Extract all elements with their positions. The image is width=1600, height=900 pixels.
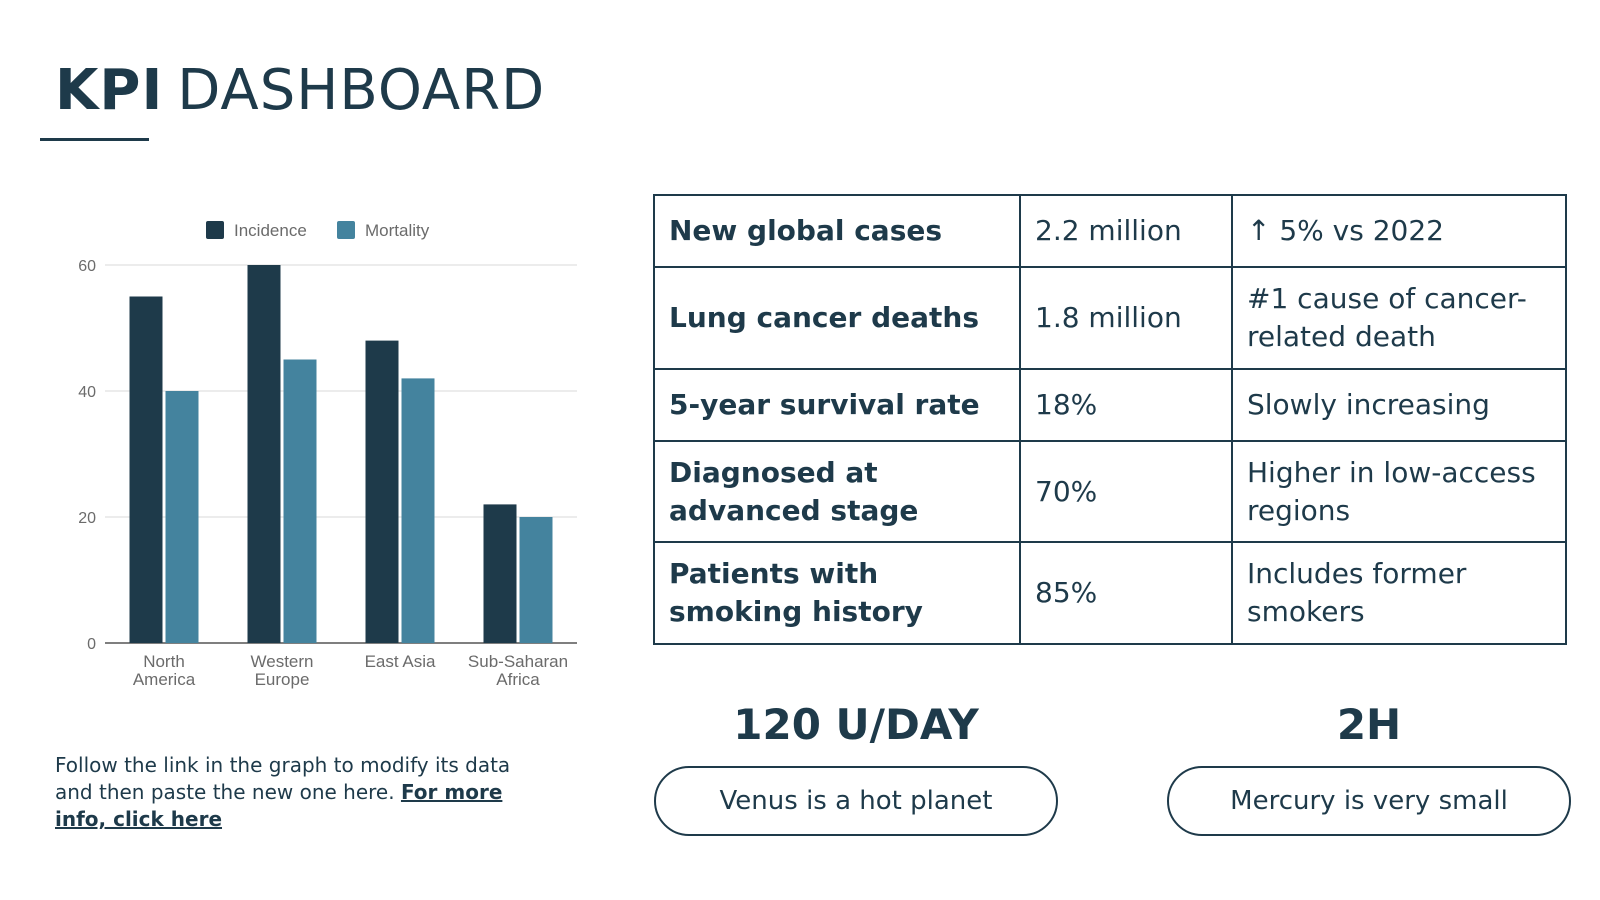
note-cell: #1 cause of cancer-related death: [1231, 266, 1567, 370]
value-cell: 18%: [1019, 368, 1233, 442]
table-row: Diagnosed at advanced stage 70% Higher i…: [653, 440, 1567, 543]
more-info-link[interactable]: For more info, click here: [55, 780, 503, 831]
bar-mortality: [283, 359, 317, 643]
x-tick-label: Sub-Saharan: [468, 652, 568, 671]
legend-label: Incidence: [234, 221, 307, 240]
table-row: 5-year survival rate 18% Slowly increasi…: [653, 368, 1567, 442]
legend-swatch: [337, 221, 355, 239]
note-text: Follow the link in the graph to modify i…: [55, 753, 511, 804]
stat-value-1: 120 U/DAY: [733, 700, 979, 749]
bar-mortality: [401, 378, 435, 643]
metric-cell: 5-year survival rate: [653, 368, 1021, 442]
bar-incidence: [365, 340, 399, 643]
bar-mortality: [165, 391, 199, 643]
x-tick-label: America: [133, 670, 196, 689]
metric-cell: Patients with smoking history: [653, 541, 1021, 645]
bar-incidence: [129, 296, 163, 643]
note-cell: ↑ 5% vs 2022: [1231, 194, 1567, 268]
y-tick-label: 40: [78, 384, 96, 401]
table-row: Lung cancer deaths 1.8 million #1 cause …: [653, 266, 1567, 370]
stat-label-pill-1: Venus is a hot planet: [654, 766, 1058, 836]
x-tick-label: Western: [251, 652, 314, 671]
instruction-note: Follow the link in the graph to modify i…: [55, 752, 535, 833]
x-tick-label: Africa: [496, 670, 540, 689]
table-row: Patients with smoking history 85% Includ…: [653, 541, 1567, 645]
value-cell: 1.8 million: [1019, 266, 1233, 370]
x-tick-label: Europe: [255, 670, 310, 689]
bar-incidence: [483, 504, 517, 643]
kpi-table: New global cases 2.2 million ↑ 5% vs 202…: [653, 194, 1567, 645]
note-cell: Includes former smokers: [1231, 541, 1567, 645]
stat-value-2: 2H: [1336, 700, 1402, 749]
page-title: KPI DASHBOARD: [55, 58, 545, 124]
y-tick-label: 0: [87, 636, 96, 653]
metric-cell: Lung cancer deaths: [653, 266, 1021, 370]
title-underline: [40, 138, 149, 141]
title-rest: DASHBOARD: [177, 58, 546, 123]
value-cell: 70%: [1019, 440, 1233, 543]
note-cell: Slowly increasing: [1231, 368, 1567, 442]
metric-cell: New global cases: [653, 194, 1021, 268]
stat-label-pill-2: Mercury is very small: [1167, 766, 1571, 836]
table-row: New global cases 2.2 million ↑ 5% vs 202…: [653, 194, 1567, 268]
value-cell: 85%: [1019, 541, 1233, 645]
bar-incidence: [247, 265, 281, 643]
metric-cell: Diagnosed at advanced stage: [653, 440, 1021, 543]
value-cell: 2.2 million: [1019, 194, 1233, 268]
bar-mortality: [519, 517, 553, 643]
y-tick-label: 20: [78, 510, 96, 527]
note-cell: Higher in low-access regions: [1231, 440, 1567, 543]
legend-swatch: [206, 221, 224, 239]
title-bold: KPI: [55, 58, 164, 123]
x-tick-label: North: [143, 652, 185, 671]
y-tick-label: 60: [78, 258, 96, 275]
legend-label: Mortality: [365, 221, 430, 240]
x-tick-label: East Asia: [365, 652, 436, 671]
